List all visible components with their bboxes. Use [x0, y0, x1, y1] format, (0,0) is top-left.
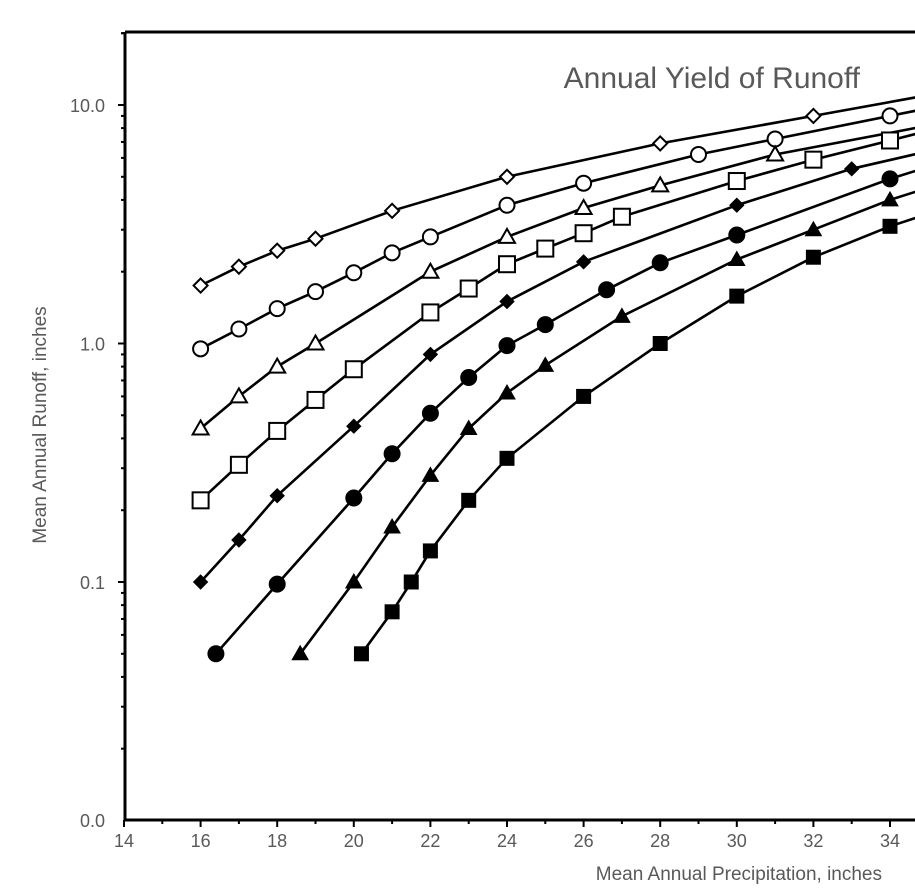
x-tick-label: 14 [114, 831, 134, 851]
x-tick-label: 16 [191, 831, 211, 851]
circle-filled-marker [422, 405, 438, 421]
circle-filled-marker [461, 370, 477, 386]
x-tick-label: 24 [497, 831, 517, 851]
y-tick-label: 0.1 [80, 573, 105, 593]
square-filled-marker [883, 219, 897, 233]
circle-filled-marker [384, 446, 400, 462]
square-open-marker [882, 132, 898, 148]
circle-open-marker [500, 198, 515, 213]
circle-filled-marker [537, 317, 553, 333]
square-filled-marker [577, 389, 591, 403]
circle-open-marker [385, 245, 400, 260]
circle-filled-marker [499, 338, 515, 354]
square-open-marker [499, 256, 515, 272]
x-tick-label: 30 [727, 831, 747, 851]
circle-open-marker [346, 265, 361, 280]
x-tick-label: 34 [880, 831, 900, 851]
square-filled-marker [423, 544, 437, 558]
square-open-marker [193, 492, 209, 508]
circle-filled-marker [208, 646, 224, 662]
x-tick-label: 20 [344, 831, 364, 851]
x-tick-label: 28 [650, 831, 670, 851]
square-filled-marker [354, 647, 368, 661]
circle-filled-marker [652, 255, 668, 271]
y-axis-title: Mean Annual Runoff, inches [30, 306, 51, 543]
square-open-marker [537, 241, 553, 257]
square-filled-marker [404, 575, 418, 589]
circle-filled-marker [269, 576, 285, 592]
circle-open-marker [691, 147, 706, 162]
square-filled-marker [806, 250, 820, 264]
x-axis-title: Mean Annual Precipitation, inches [596, 864, 882, 885]
x-tick-label: 18 [267, 831, 287, 851]
x-tick-label: 32 [803, 831, 823, 851]
square-open-marker [231, 457, 247, 473]
circle-filled-marker [599, 282, 615, 298]
square-filled-marker [385, 605, 399, 619]
square-open-marker [346, 361, 362, 377]
circle-open-marker [193, 341, 208, 356]
square-open-marker [461, 281, 477, 297]
circle-open-marker [576, 176, 591, 191]
circle-open-marker [231, 322, 246, 337]
y-tick-label: 10.0 [70, 96, 105, 116]
x-tick-label: 26 [574, 831, 594, 851]
chart-title: Annual Yield of Runoff [564, 62, 861, 95]
square-filled-marker [730, 289, 744, 303]
square-open-marker [805, 152, 821, 168]
square-filled-marker [653, 337, 667, 351]
square-open-marker [576, 225, 592, 241]
x-tick-label: 22 [420, 831, 440, 851]
square-filled-marker [500, 451, 514, 465]
circle-open-marker [883, 108, 898, 123]
square-open-marker [729, 173, 745, 189]
circle-open-marker [308, 284, 323, 299]
y-tick-label: 0.0 [80, 811, 105, 831]
circle-open-marker [768, 132, 783, 147]
circle-filled-marker [346, 490, 362, 506]
circle-filled-marker [882, 171, 898, 187]
square-open-marker [269, 423, 285, 439]
square-open-marker [614, 209, 630, 225]
y-tick-label: 1.0 [80, 335, 105, 355]
square-open-marker [308, 392, 324, 408]
square-open-marker [422, 304, 438, 320]
circle-filled-marker [729, 227, 745, 243]
square-filled-marker [462, 493, 476, 507]
circle-open-marker [423, 229, 438, 244]
circle-open-marker [270, 301, 285, 316]
